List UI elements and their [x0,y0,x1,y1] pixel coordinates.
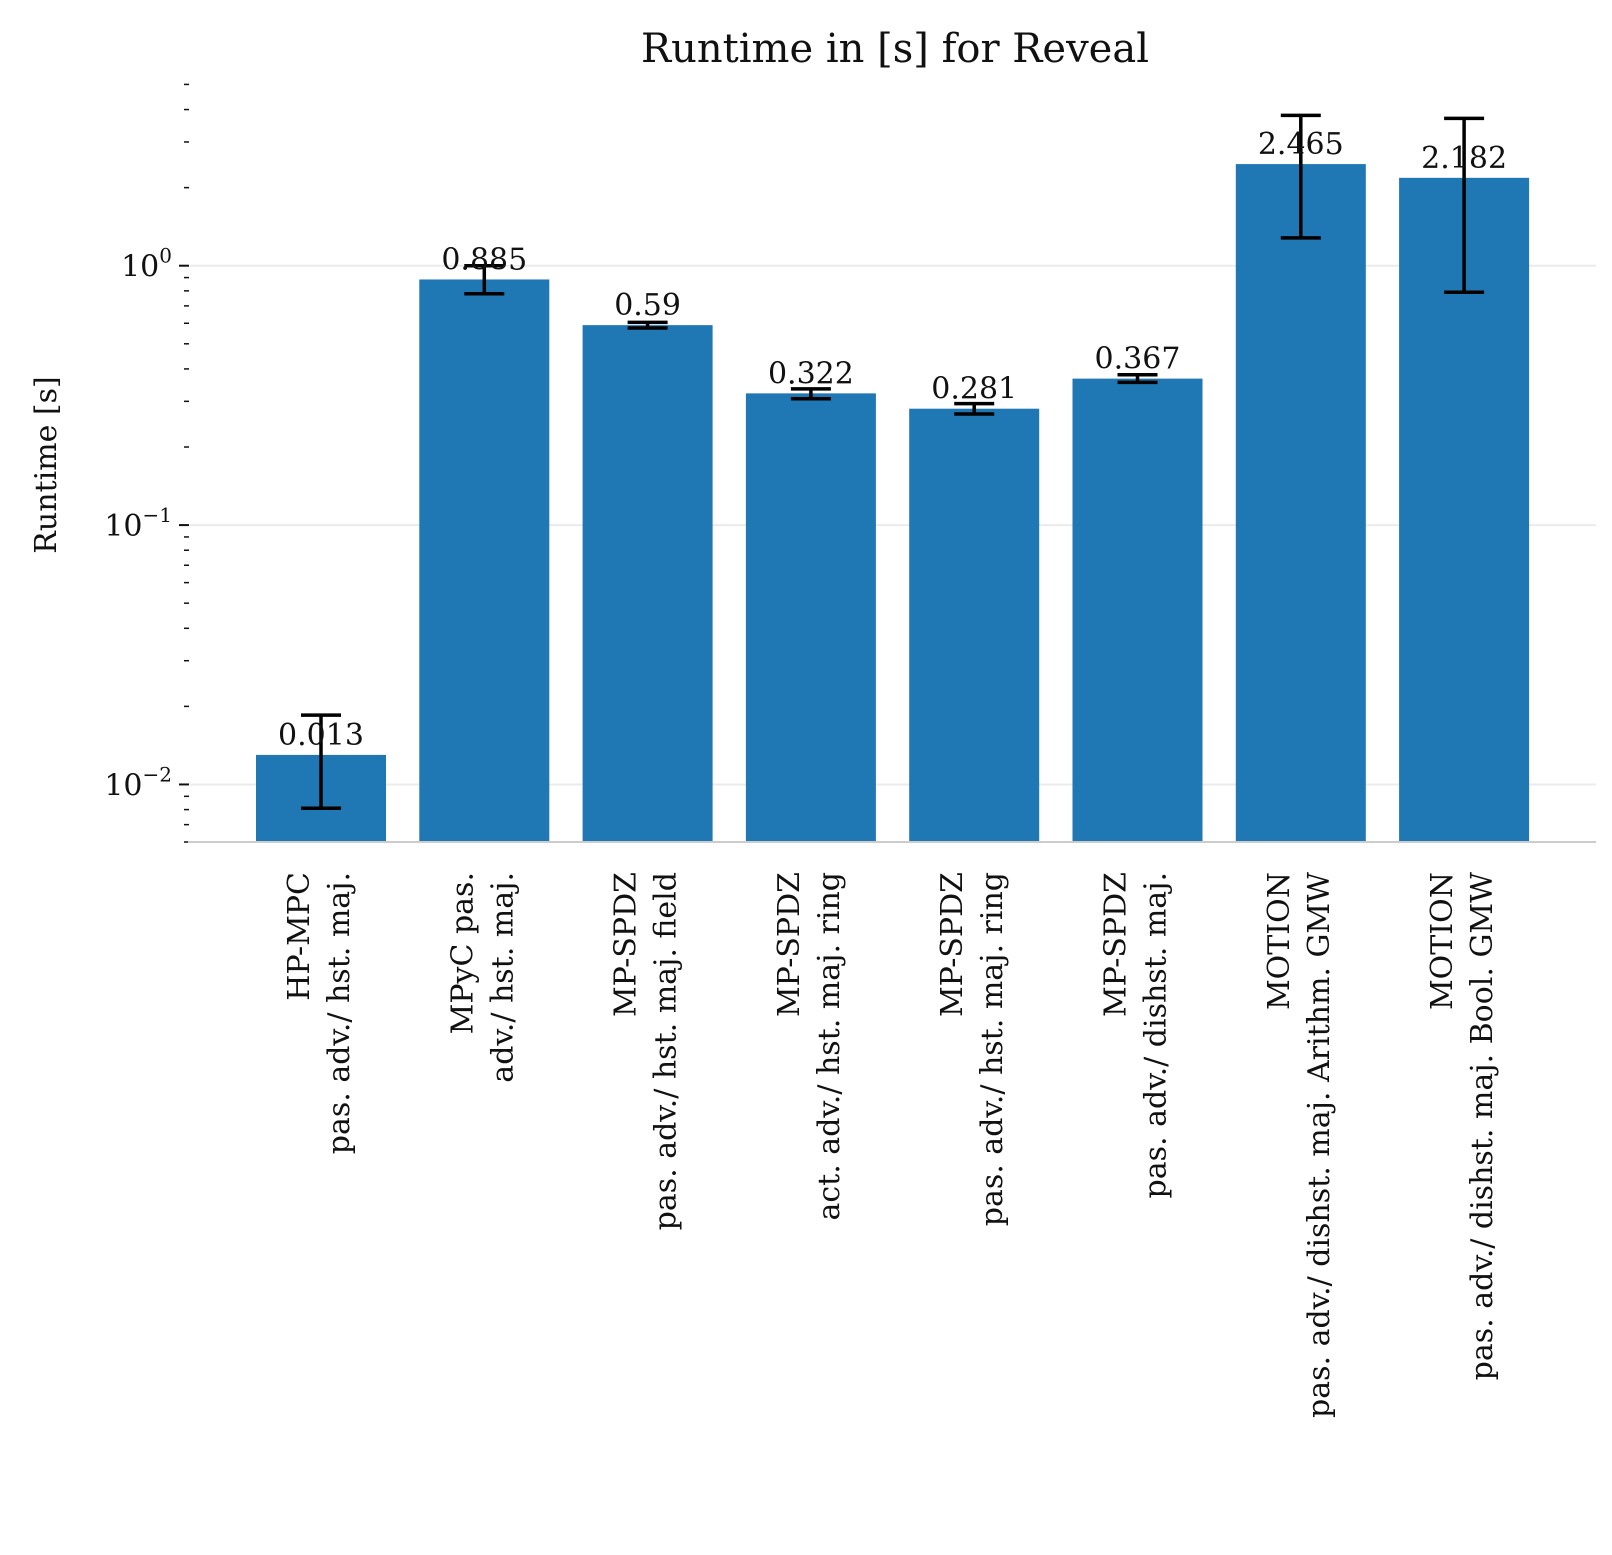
x-tick-label-line2: pas. adv./ dishst. maj. Arithm. GMW [1302,872,1337,1418]
x-tick-label-line2: pas. adv./ dishst. maj. [1139,872,1174,1198]
data-label: 0.322 [768,356,854,391]
x-tick-label-line1: MOTION [1262,872,1297,1010]
data-label: 2.465 [1258,127,1344,162]
data-label: 0.59 [614,288,681,323]
x-tick-label-line1: MP-SPDZ [772,872,807,1017]
x-tick-label-line1: MPyC pas. [445,872,480,1034]
x-tick-label-line2: act. adv./ hst. maj. ring [812,872,847,1221]
data-label: 0.885 [441,242,527,277]
x-tick-label-line2: adv./ hst. maj. [485,872,520,1083]
gridlines [190,264,1596,786]
x-tick-label-line2: pas. adv./ dishst. maj. Bool. GMW [1465,872,1500,1380]
bars [256,164,1530,843]
y-axis-ticks: 10−2 10−1 100 [104,83,189,843]
x-tick-label-line1: MP-SPDZ [935,872,970,1017]
y-axis-label: Runtime [s] [29,376,64,553]
x-tick-label-line1: MOTION [1425,872,1460,1010]
y-tick-label: 100 [121,244,172,285]
bar [582,325,713,843]
error-bars [301,113,1485,810]
x-tick-label-line2: pas. adv./ hst. maj. [322,872,357,1154]
bar [1235,164,1366,842]
data-label: 2.182 [1421,141,1507,176]
x-tick-label-line1: HP-MPC [282,872,317,1001]
x-tick-label-line2: pas. adv./ hst. maj. ring [975,872,1010,1226]
x-axis-categories: HP-MPC pas. adv./ hst. maj. MPyC pas. adv./… [282,872,1500,1418]
bar [909,408,1040,842]
x-tick-label-line1: MP-SPDZ [1099,872,1134,1017]
value-labels: 0.013 0.885 0.59 0.322 0.281 0.367 2.465 2.182 [278,127,1507,753]
x-tick-label-line2: pas. adv./ hst. maj. field [649,872,684,1230]
data-label: 0.281 [931,372,1017,407]
data-label: 0.367 [1095,342,1181,377]
data-label: 0.013 [278,718,364,753]
bar [1072,378,1203,842]
y-tick-label: 10−1 [104,503,172,544]
y-tick-label: 10−2 [104,762,172,803]
x-tick-label-line1: MP-SPDZ [609,872,644,1017]
chart-title: Runtime in [s] for Reveal [641,26,1149,72]
bar [419,279,550,843]
bar [745,393,876,842]
